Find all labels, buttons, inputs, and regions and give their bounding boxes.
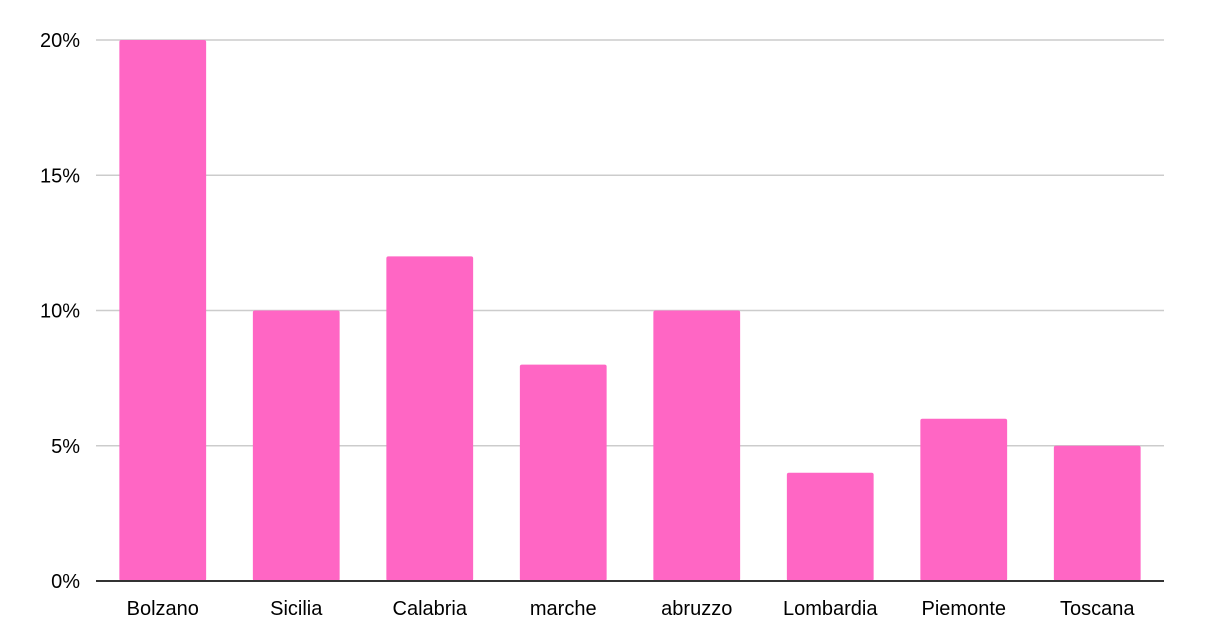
y-tick-label: 20% — [40, 30, 80, 52]
y-tick-label: 10% — [40, 301, 80, 323]
x-tick-label: abruzzo — [661, 598, 732, 620]
bar-abruzzo — [653, 310, 741, 581]
bar-piemonte — [920, 418, 1008, 581]
x-tick-label: Sicilia — [270, 598, 323, 620]
x-tick-label: Calabria — [393, 598, 468, 620]
y-axis-tick-labels: 0% 5% 10% 15% 20% — [40, 30, 80, 593]
x-tick-label: Lombardia — [783, 598, 878, 620]
x-tick-label: Bolzano — [127, 598, 199, 620]
y-tick-label: 15% — [40, 165, 80, 187]
bar-marche — [519, 364, 607, 581]
bar-calabria — [386, 256, 474, 581]
bar-toscana — [1053, 445, 1141, 581]
x-axis-tick-labels: Bolzano Sicilia Calabria marche abruzzo Lomba… — [127, 598, 1136, 620]
bar-lombardia — [786, 472, 874, 581]
bar-sicilia — [252, 310, 340, 581]
x-tick-label: Piemonte — [922, 598, 1007, 620]
bars — [119, 40, 1141, 581]
y-tick-label: 5% — [51, 436, 80, 458]
x-tick-label: Toscana — [1060, 598, 1135, 620]
bar-bolzano — [119, 40, 207, 581]
x-tick-label: marche — [530, 598, 597, 620]
y-tick-label: 0% — [51, 571, 80, 593]
